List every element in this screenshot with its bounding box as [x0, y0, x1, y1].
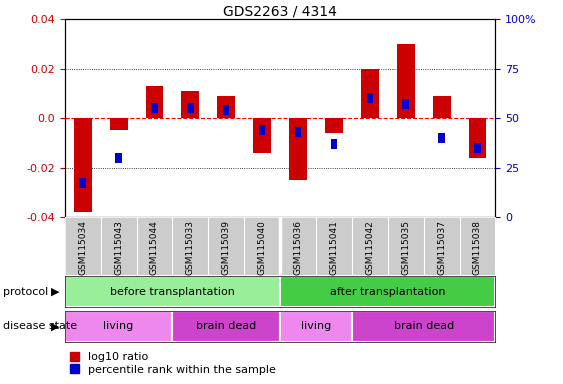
Text: GSM115034: GSM115034	[78, 220, 87, 275]
Text: GSM115035: GSM115035	[401, 220, 410, 275]
Bar	[151, 103, 158, 113]
Bar	[432, 96, 450, 118]
Legend: log10 ratio, percentile rank within the sample: log10 ratio, percentile rank within the …	[70, 352, 276, 375]
Bar	[217, 96, 235, 118]
Text: GSM115038: GSM115038	[473, 220, 482, 275]
Bar	[181, 91, 199, 118]
Text: disease state: disease state	[3, 321, 77, 331]
Bar	[439, 133, 445, 143]
Text: ▶: ▶	[51, 321, 59, 331]
Bar	[115, 153, 122, 162]
Bar	[65, 276, 280, 307]
Bar	[145, 86, 163, 118]
Bar	[403, 99, 409, 109]
Bar	[352, 311, 495, 342]
Bar	[361, 69, 379, 118]
Text: GSM115033: GSM115033	[186, 220, 195, 275]
Text: GSM115037: GSM115037	[437, 220, 446, 275]
Text: GSM115036: GSM115036	[293, 220, 302, 275]
Text: ▶: ▶	[51, 287, 59, 297]
Bar	[187, 103, 194, 113]
Bar	[468, 118, 486, 158]
Text: GSM115040: GSM115040	[258, 220, 267, 275]
Text: after transplantation: after transplantation	[330, 287, 445, 297]
Text: GSM115042: GSM115042	[365, 220, 374, 275]
Bar	[367, 93, 373, 103]
Text: before transplantation: before transplantation	[110, 287, 235, 297]
Bar	[397, 44, 415, 118]
Bar	[280, 311, 352, 342]
Bar	[110, 118, 128, 131]
Bar	[295, 127, 301, 137]
Text: living: living	[104, 321, 133, 331]
Text: brain dead: brain dead	[394, 321, 454, 331]
Bar	[65, 311, 172, 342]
Bar	[223, 105, 230, 115]
Bar	[289, 118, 307, 180]
Bar	[330, 139, 337, 149]
Title: GDS2263 / 4314: GDS2263 / 4314	[223, 4, 337, 18]
Text: GSM115041: GSM115041	[329, 220, 338, 275]
Bar	[474, 143, 481, 153]
Bar	[280, 276, 495, 307]
Text: GSM115044: GSM115044	[150, 220, 159, 275]
Bar	[79, 179, 86, 188]
Bar	[74, 118, 92, 212]
Text: GSM115043: GSM115043	[114, 220, 123, 275]
Text: brain dead: brain dead	[196, 321, 256, 331]
Bar	[325, 118, 343, 133]
Bar	[253, 118, 271, 153]
Text: living: living	[301, 321, 331, 331]
Bar	[259, 125, 265, 135]
Bar	[172, 311, 280, 342]
Text: GSM115039: GSM115039	[222, 220, 231, 275]
Text: protocol: protocol	[3, 287, 48, 297]
